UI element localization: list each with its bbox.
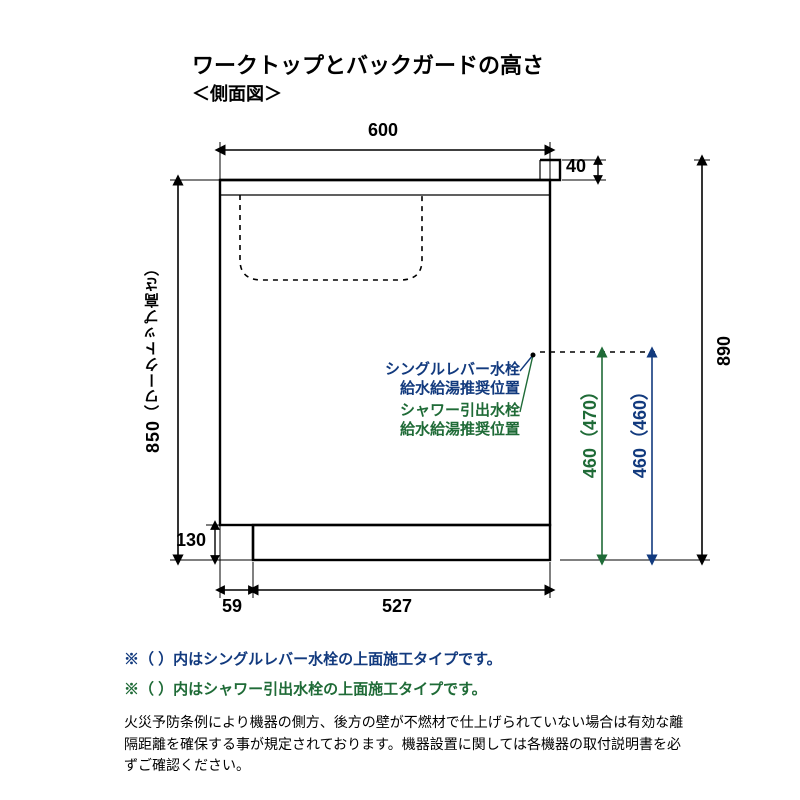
dim-green-height: 460（470） xyxy=(577,382,603,478)
diagram-root: ワークトップとバックガードの高さ ＜側面図＞ xyxy=(0,0,800,800)
dim-base-width: 527 xyxy=(382,596,412,617)
callout-green: シャワー引出水栓 給水給湯推奨位置 xyxy=(365,402,520,440)
dim-top-width: 600 xyxy=(368,120,398,141)
note-green: ※（ ）内はシャワー引出水栓の上面施工タイプです。 xyxy=(124,678,487,699)
dim-blue-height: 460（460） xyxy=(627,382,653,478)
dim-worktop-height: 850（ワークトップ高さ） xyxy=(142,260,164,453)
dim-worktop-height-suffix: （ワークトップ高さ） xyxy=(144,260,161,420)
callout-green-line2: 給水給湯推奨位置 xyxy=(400,421,520,438)
callout-blue: シングルレバー水栓 給水給湯推奨位置 xyxy=(365,361,520,399)
note-blue: ※（ ）内はシングルレバー水栓の上面施工タイプです。 xyxy=(124,648,502,669)
dim-kick-height: 130 xyxy=(176,530,206,551)
callout-green-line1: シャワー引出水栓 xyxy=(400,402,520,419)
callout-blue-line2: 給水給湯推奨位置 xyxy=(400,380,520,397)
dim-backguard-height: 40 xyxy=(566,156,586,177)
dim-left-gap: 59 xyxy=(222,596,242,617)
callout-blue-line1: シングルレバー水栓 xyxy=(385,361,520,378)
footer-paragraph: 火災予防条例により機器の側方、後方の壁が不燃材で仕上げられていない場合は有効な離… xyxy=(124,712,684,777)
dim-total-height: 890 xyxy=(714,336,735,366)
dim-worktop-height-value: 850 xyxy=(143,420,163,453)
